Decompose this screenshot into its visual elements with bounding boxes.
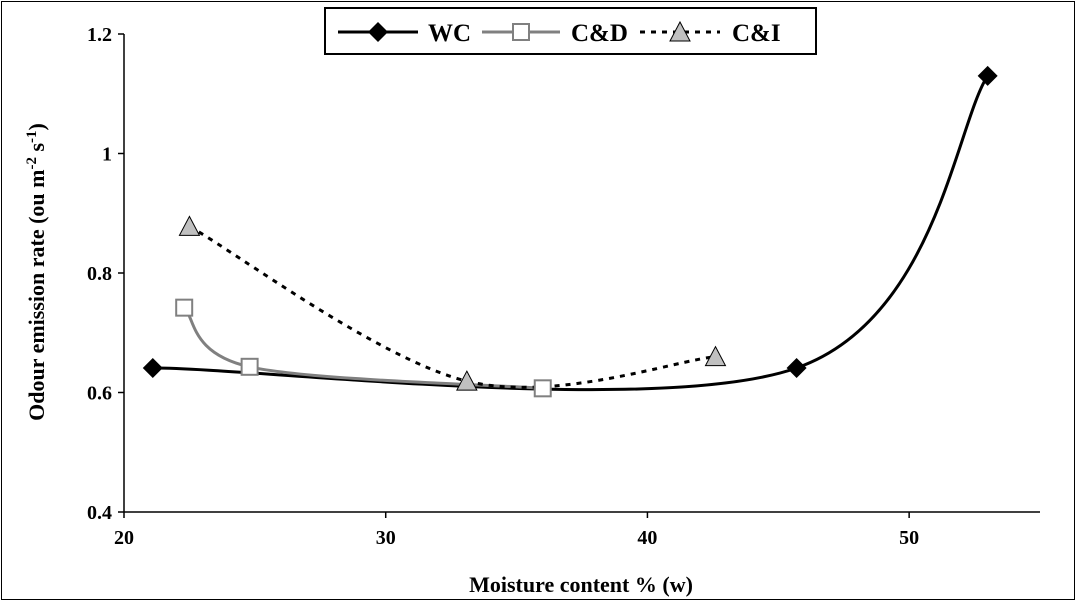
x-axis-title: Moisture content % (w): [469, 572, 693, 597]
series-markers: [142, 65, 998, 398]
legend-cd-marker: [512, 23, 530, 41]
y-tick-label: 1.2: [87, 24, 112, 46]
y-tick-label: 0.4: [87, 502, 112, 524]
data-point-ci: [704, 345, 727, 367]
x-tick-label: 20: [114, 527, 134, 549]
y-axis-title-main: Odour emission rate (ou m: [24, 170, 49, 421]
data-point-wc: [977, 65, 998, 86]
x-tick-label: 50: [899, 527, 919, 549]
y-tick-label: 1: [102, 144, 112, 166]
y-tick-label: 0.6: [87, 383, 112, 405]
legend-cd-label: C&D: [571, 20, 628, 47]
legend-wc-marker: [368, 22, 388, 42]
data-point-ci: [178, 215, 201, 236]
data-point-cd: [175, 298, 194, 317]
y-axis-title-end: ): [24, 123, 49, 130]
series-line-wc: [152, 75, 989, 392]
legend: WC C&D C&I: [324, 7, 817, 55]
series-lines: [152, 75, 989, 392]
legend-wc-label: WC: [428, 20, 471, 47]
y-axis-title-exp1: -2: [24, 157, 40, 170]
legend-ci-marker: [669, 20, 691, 42]
data-point-cd: [240, 357, 259, 376]
series-line-ci: [188, 225, 716, 389]
legend-ci-label: C&I: [732, 20, 781, 47]
axes: 0.4 0.6 0.8 1 1.2 20 30 40 50: [87, 24, 1040, 549]
data-point-wc: [142, 358, 163, 379]
y-axis-title-exp2: -1: [24, 130, 40, 143]
x-tick-label: 40: [637, 527, 657, 549]
y-tick-label: 0.8: [87, 263, 112, 285]
y-axis-title-mid: s: [24, 143, 49, 158]
y-axis-title: Odour emission rate (ou m-2 s-1): [24, 123, 49, 421]
data-point-wc: [786, 358, 807, 379]
data-point-ci: [456, 370, 478, 391]
series-line-cd: [183, 306, 543, 390]
data-point-cd: [533, 379, 552, 398]
x-tick-label: 30: [376, 527, 396, 549]
